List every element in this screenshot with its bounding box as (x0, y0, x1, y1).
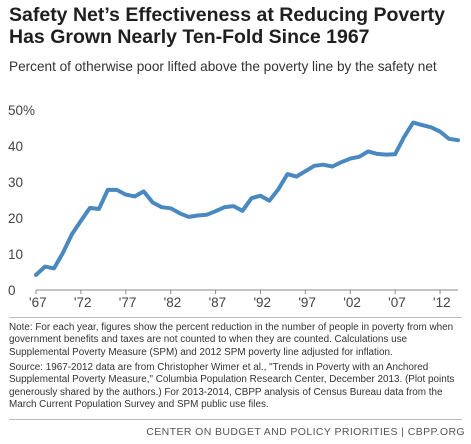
data-point (321, 163, 325, 167)
data-point (43, 265, 47, 269)
data-point (258, 194, 263, 198)
data-point (70, 232, 74, 236)
chart-subtitle: Percent of otherwise poor lifted above t… (9, 59, 437, 74)
x-tick-label: '07 (388, 295, 406, 310)
data-point (285, 172, 290, 176)
line-chart: 0 10 20 30 40 50% '67 '72 '77 '82 '87 '92 '97 '02 '07 '… (8, 103, 460, 310)
data-point (384, 153, 388, 157)
y-tick-label: 0 (8, 283, 16, 298)
data-point (366, 149, 370, 153)
data-point (447, 137, 451, 141)
data-point (88, 206, 92, 210)
data-point (303, 169, 307, 173)
data-point (79, 219, 83, 223)
data-point (348, 157, 352, 161)
data-point (393, 152, 397, 156)
data-point (456, 138, 460, 142)
data-point (151, 200, 155, 205)
data-point (52, 266, 56, 270)
x-tick-label: '72 (74, 295, 92, 310)
data-point (339, 160, 343, 164)
data-point (160, 205, 164, 209)
data-point (402, 135, 406, 139)
data-point (178, 211, 182, 215)
y-tick-label: 10 (8, 247, 23, 262)
y-tick-label: 30 (8, 175, 23, 190)
data-point (276, 187, 281, 191)
y-tick-label: 40 (8, 139, 23, 154)
data-point (204, 213, 209, 217)
x-tick-label: '82 (164, 295, 182, 310)
title-line-1: Safety Net’s Effectiveness at Reducing P… (9, 4, 446, 26)
data-point (196, 213, 200, 218)
chart-note: Note: For each year, figures show the pe… (9, 322, 454, 358)
data-point (61, 251, 65, 255)
y-tick-label: 50% (8, 103, 35, 118)
data-point (420, 123, 424, 127)
data-point (124, 193, 128, 197)
data-point (411, 121, 415, 125)
data-point (357, 155, 361, 159)
data-point (438, 130, 442, 134)
data-point (429, 125, 433, 129)
y-tick-label: 20 (8, 211, 23, 226)
data-point (142, 189, 146, 193)
x-tick-label: '77 (119, 295, 137, 310)
data-point (213, 209, 218, 213)
x-tick-label: '12 (433, 295, 451, 310)
data-point (267, 199, 272, 203)
footer-credit: CENTER ON BUDGET AND POLICY PRIORITIES |… (146, 426, 465, 438)
data-point (240, 209, 245, 213)
data-point (312, 164, 316, 168)
footer-divider (9, 419, 462, 420)
data-point (375, 152, 379, 156)
data-point (231, 204, 236, 208)
x-tick-label: '87 (209, 295, 227, 310)
data-point (115, 188, 119, 192)
data-point (97, 207, 101, 211)
x-tick-label: '97 (298, 295, 316, 310)
x-tick-label: '02 (343, 295, 361, 310)
data-point (34, 273, 38, 277)
notes-divider (9, 317, 462, 318)
chart-title: Safety Net’s Effectiveness at Reducing P… (9, 4, 464, 48)
data-point (330, 164, 334, 169)
series-line (34, 120, 460, 277)
data-point (133, 194, 137, 198)
data-point (169, 206, 173, 210)
x-tick-label: '92 (253, 295, 271, 310)
title-line-2: Has Grown Nearly Ten-Fold Since 1967 (9, 26, 370, 48)
data-point (106, 188, 110, 192)
data-point (249, 196, 254, 200)
data-point (187, 215, 191, 219)
data-point (222, 205, 227, 209)
x-tick-label: '67 (29, 295, 47, 310)
chart-source: Source: 1967-2012 data are from Christop… (9, 362, 455, 411)
data-point (294, 175, 298, 179)
